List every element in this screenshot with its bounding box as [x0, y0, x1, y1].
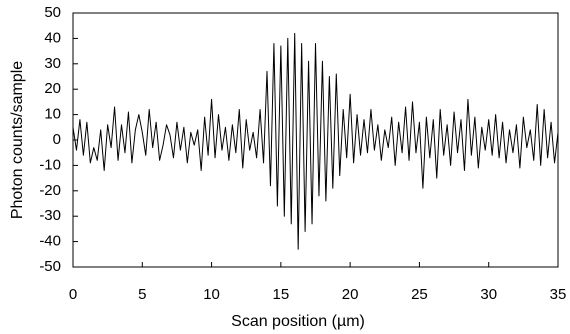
x-tick-label: 15	[273, 286, 290, 303]
x-tick-label: 30	[480, 286, 497, 303]
x-axis-title: Scan position (µm)	[231, 313, 365, 330]
data-line	[72, 32, 559, 250]
x-tick-label: 5	[138, 286, 146, 303]
y-tick-label: 20	[44, 80, 61, 97]
x-tick-label: 35	[550, 286, 567, 303]
x-tick-label: 20	[342, 286, 359, 303]
y-tick-label: -30	[39, 207, 61, 224]
y-tick-label: 50	[44, 4, 61, 21]
y-tick-label: -50	[39, 258, 61, 275]
y-tick-label: 0	[53, 131, 61, 148]
y-tick-label: 10	[44, 106, 61, 123]
x-tick-label: 25	[411, 286, 428, 303]
y-axis-title: Photon counts/sample	[9, 61, 26, 219]
y-tick-label: -40	[39, 233, 61, 250]
x-tick-label: 0	[69, 286, 77, 303]
y-tick-label: -20	[39, 182, 61, 199]
y-tick-label: 40	[44, 29, 61, 46]
y-tick-label: 30	[44, 55, 61, 72]
y-tick-label: -10	[39, 156, 61, 173]
x-tick-label: 10	[203, 286, 220, 303]
